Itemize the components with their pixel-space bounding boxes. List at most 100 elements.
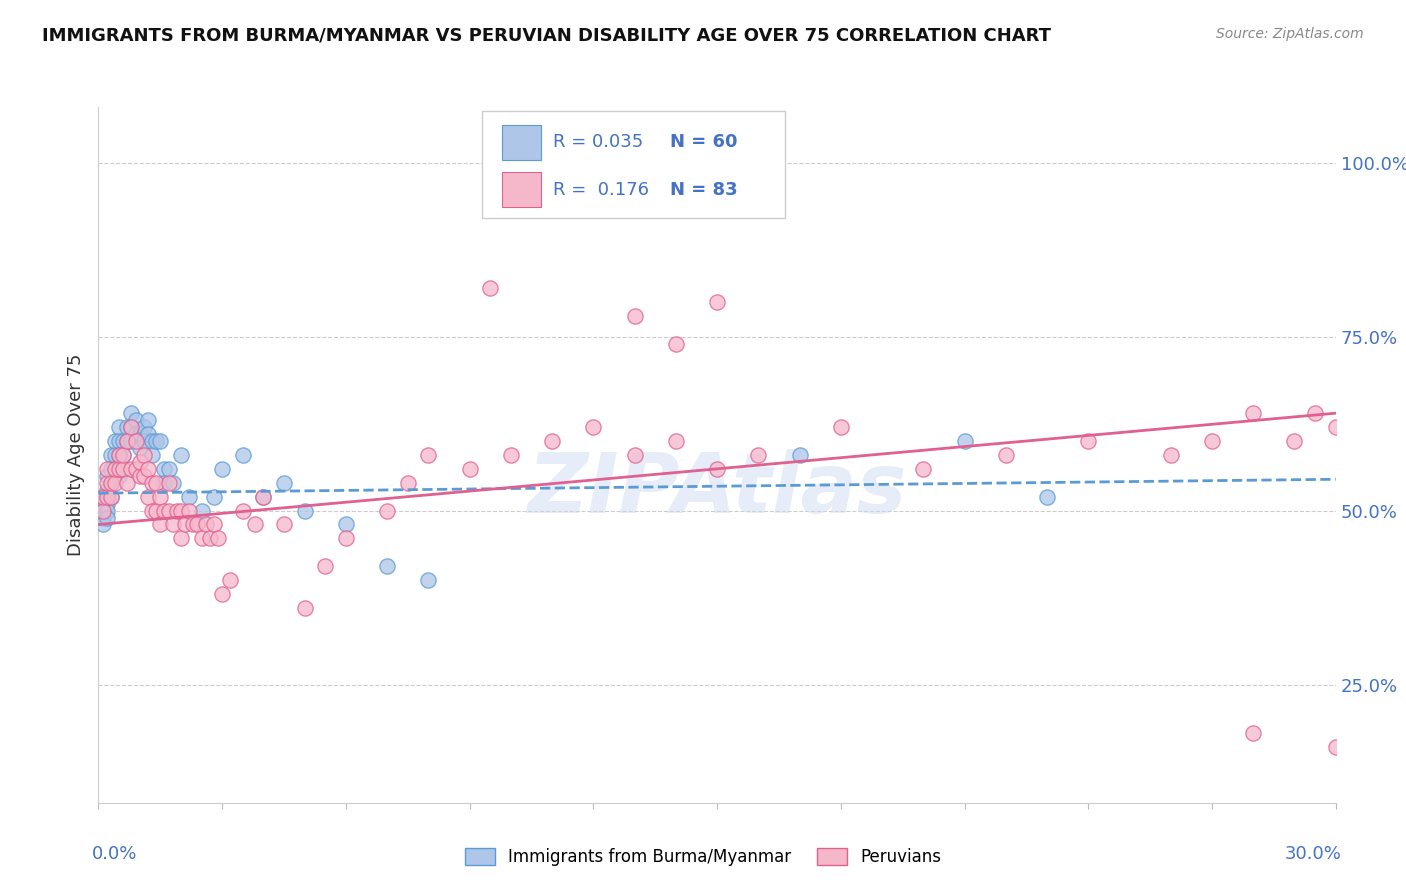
Point (120, 420, 142, 434)
Point (198, 532, 221, 546)
Point (953, 434, 976, 448)
Point (170, 448, 193, 462)
Point (789, 448, 811, 462)
Point (100, 490, 122, 504)
Point (149, 490, 172, 504)
Point (96, 462, 118, 476)
Point (108, 468, 131, 483)
Point (91, 510, 114, 524)
Point (912, 462, 935, 476)
Point (232, 448, 254, 462)
Point (211, 462, 233, 476)
FancyBboxPatch shape (482, 111, 785, 219)
Point (91, 490, 114, 504)
Point (91, 497, 114, 511)
Point (252, 490, 274, 504)
Point (665, 434, 688, 448)
Point (120, 420, 142, 434)
Point (706, 294, 728, 309)
Point (162, 475, 184, 490)
Point (91, 490, 114, 504)
Point (190, 503, 212, 517)
Point (157, 475, 180, 490)
Point (375, 559, 398, 574)
Point (179, 503, 201, 517)
Text: 0.0%: 0.0% (93, 845, 138, 863)
Point (112, 462, 135, 476)
Point (141, 448, 163, 462)
Point (747, 448, 769, 462)
Point (96, 475, 118, 490)
Point (166, 503, 188, 517)
Point (541, 434, 564, 448)
Text: IMMIGRANTS FROM BURMA/MYANMAR VS PERUVIAN DISABILITY AGE OVER 75 CORRELATION CHA: IMMIGRANTS FROM BURMA/MYANMAR VS PERUVIA… (42, 27, 1052, 45)
Point (112, 448, 135, 462)
Point (145, 434, 167, 448)
Point (136, 490, 159, 504)
FancyBboxPatch shape (502, 172, 541, 207)
Point (170, 532, 193, 546)
Point (128, 468, 150, 483)
Text: 30.0%: 30.0% (1285, 845, 1341, 863)
Point (108, 448, 131, 462)
Point (112, 434, 135, 448)
Point (141, 475, 163, 490)
Point (124, 413, 146, 427)
Point (186, 517, 208, 532)
Point (273, 517, 295, 532)
Point (91, 503, 114, 517)
Text: ZIPAtlas: ZIPAtlas (527, 450, 907, 530)
Point (117, 434, 139, 448)
Point (108, 434, 131, 448)
Point (396, 475, 419, 490)
Point (335, 532, 357, 546)
Point (219, 573, 242, 587)
Point (335, 517, 357, 532)
Point (252, 490, 274, 504)
Point (117, 434, 139, 448)
Point (162, 517, 184, 532)
Point (141, 434, 163, 448)
Point (100, 475, 122, 490)
Point (181, 517, 204, 532)
Point (582, 420, 605, 434)
Point (202, 490, 225, 504)
Point (120, 406, 142, 420)
Text: R =  0.176: R = 0.176 (553, 181, 648, 199)
Point (96, 468, 118, 483)
Point (104, 462, 127, 476)
Point (157, 503, 180, 517)
Point (96, 497, 118, 511)
Point (1284, 434, 1306, 448)
Point (294, 601, 316, 615)
Point (830, 420, 852, 434)
Point (132, 468, 155, 483)
Point (136, 462, 159, 476)
Text: R = 0.035: R = 0.035 (553, 133, 643, 152)
Point (96, 503, 118, 517)
Point (145, 475, 167, 490)
Point (141, 503, 163, 517)
Point (1241, 726, 1264, 740)
Point (190, 532, 212, 546)
Point (149, 434, 172, 448)
Point (100, 448, 122, 462)
Point (1077, 434, 1099, 448)
Point (499, 448, 522, 462)
Point (120, 434, 142, 448)
Point (1160, 448, 1182, 462)
Point (108, 462, 131, 476)
Point (211, 587, 233, 601)
Legend: Immigrants from Burma/Myanmar, Peruvians: Immigrants from Burma/Myanmar, Peruvians (457, 840, 949, 875)
Point (1201, 434, 1223, 448)
Point (104, 462, 127, 476)
Point (100, 490, 122, 504)
Point (273, 475, 295, 490)
Point (124, 427, 146, 442)
Point (623, 448, 645, 462)
Point (145, 503, 167, 517)
Point (202, 517, 225, 532)
Point (458, 462, 481, 476)
Point (128, 441, 150, 455)
Point (1324, 420, 1347, 434)
